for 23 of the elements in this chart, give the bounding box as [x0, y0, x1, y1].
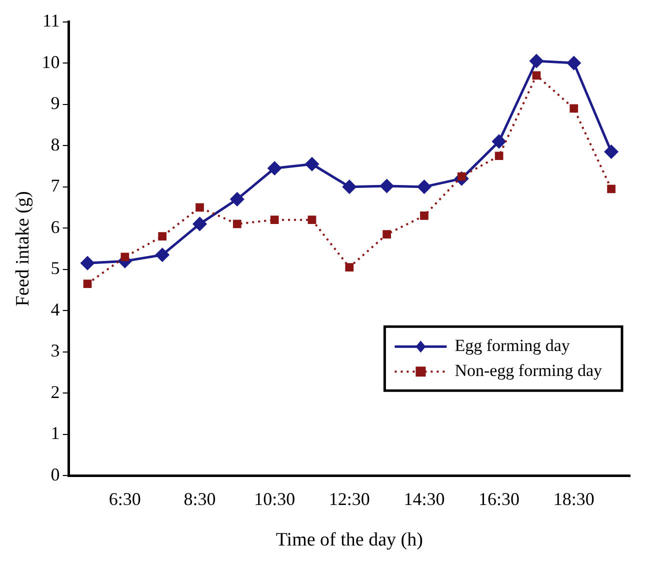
y-tick-label: 11: [42, 10, 60, 31]
legend-label: Egg forming day: [454, 336, 570, 356]
y-tick-label: 10: [42, 52, 60, 72]
x-tick-label: 14:30: [404, 489, 445, 510]
y-tick-label: 6: [50, 216, 60, 237]
y-tick-label: 4: [50, 299, 60, 320]
x-tick-label: 6:30: [108, 489, 141, 510]
y-tick-label: 8: [50, 134, 60, 154]
y-tick-label: 7: [50, 176, 60, 196]
y-tick-label: 3: [50, 340, 60, 361]
legend-label: Non-egg forming day: [454, 361, 602, 380]
y-tick-label: 2: [50, 382, 60, 402]
y-tick-label: 5: [50, 258, 60, 278]
y-tick-label: 9: [50, 93, 60, 114]
x-tick-label: 10:30: [254, 489, 296, 510]
x-tick-label: 8:30: [184, 489, 216, 510]
y-axis-title: Feed intake (g): [12, 191, 34, 306]
x-tick-label: 18:30: [553, 489, 594, 510]
x-tick-label: 16:30: [478, 489, 520, 510]
x-axis-title: Time of the day (h): [276, 530, 423, 551]
y-tick-label: 1: [50, 423, 60, 444]
y-tick-label: 0: [50, 464, 60, 484]
x-tick-label: 12:30: [328, 489, 370, 510]
